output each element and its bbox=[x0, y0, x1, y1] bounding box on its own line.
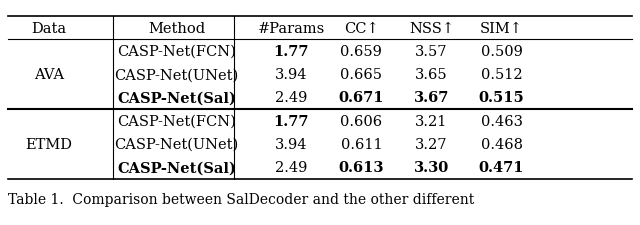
Text: 3.67: 3.67 bbox=[414, 91, 449, 105]
Text: Table 1.  Comparison between SalDecoder and the other different: Table 1. Comparison between SalDecoder a… bbox=[8, 193, 474, 207]
Text: 0.468: 0.468 bbox=[481, 137, 523, 151]
Text: CASP-Net(Sal): CASP-Net(Sal) bbox=[117, 161, 236, 175]
Text: CC↑: CC↑ bbox=[344, 22, 379, 36]
Text: 3.94: 3.94 bbox=[275, 68, 308, 82]
Text: 0.611: 0.611 bbox=[340, 137, 382, 151]
Text: 3.65: 3.65 bbox=[415, 68, 448, 82]
Text: NSS↑: NSS↑ bbox=[409, 22, 454, 36]
Text: 0.606: 0.606 bbox=[340, 114, 383, 128]
Text: 0.659: 0.659 bbox=[340, 45, 382, 59]
Text: 2.49: 2.49 bbox=[275, 91, 307, 105]
Text: 3.27: 3.27 bbox=[415, 137, 448, 151]
Text: 0.463: 0.463 bbox=[481, 114, 523, 128]
Text: 0.471: 0.471 bbox=[479, 161, 524, 175]
Text: 0.515: 0.515 bbox=[479, 91, 525, 105]
Text: CASP-Net(Sal): CASP-Net(Sal) bbox=[117, 91, 236, 105]
Text: Method: Method bbox=[148, 22, 205, 36]
Text: CASP-Net(FCN): CASP-Net(FCN) bbox=[117, 114, 236, 128]
Text: 1.77: 1.77 bbox=[273, 114, 309, 128]
Text: 3.21: 3.21 bbox=[415, 114, 448, 128]
Text: CASP-Net(UNet): CASP-Net(UNet) bbox=[115, 137, 239, 151]
Text: 0.671: 0.671 bbox=[339, 91, 384, 105]
Text: AVA: AVA bbox=[34, 68, 64, 82]
Text: 3.94: 3.94 bbox=[275, 137, 308, 151]
Text: 0.613: 0.613 bbox=[339, 161, 384, 175]
Text: ETMD: ETMD bbox=[26, 137, 73, 151]
Text: Data: Data bbox=[31, 22, 67, 36]
Text: 0.665: 0.665 bbox=[340, 68, 383, 82]
Text: CASP-Net(FCN): CASP-Net(FCN) bbox=[117, 45, 236, 59]
Text: 0.512: 0.512 bbox=[481, 68, 522, 82]
Text: 0.509: 0.509 bbox=[481, 45, 522, 59]
Text: 1.77: 1.77 bbox=[273, 45, 309, 59]
Text: 3.30: 3.30 bbox=[414, 161, 449, 175]
Text: CASP-Net(UNet): CASP-Net(UNet) bbox=[115, 68, 239, 82]
Text: 2.49: 2.49 bbox=[275, 161, 307, 175]
Text: 3.57: 3.57 bbox=[415, 45, 448, 59]
Text: SIM↑: SIM↑ bbox=[480, 22, 523, 36]
Text: #Params: #Params bbox=[258, 22, 325, 36]
